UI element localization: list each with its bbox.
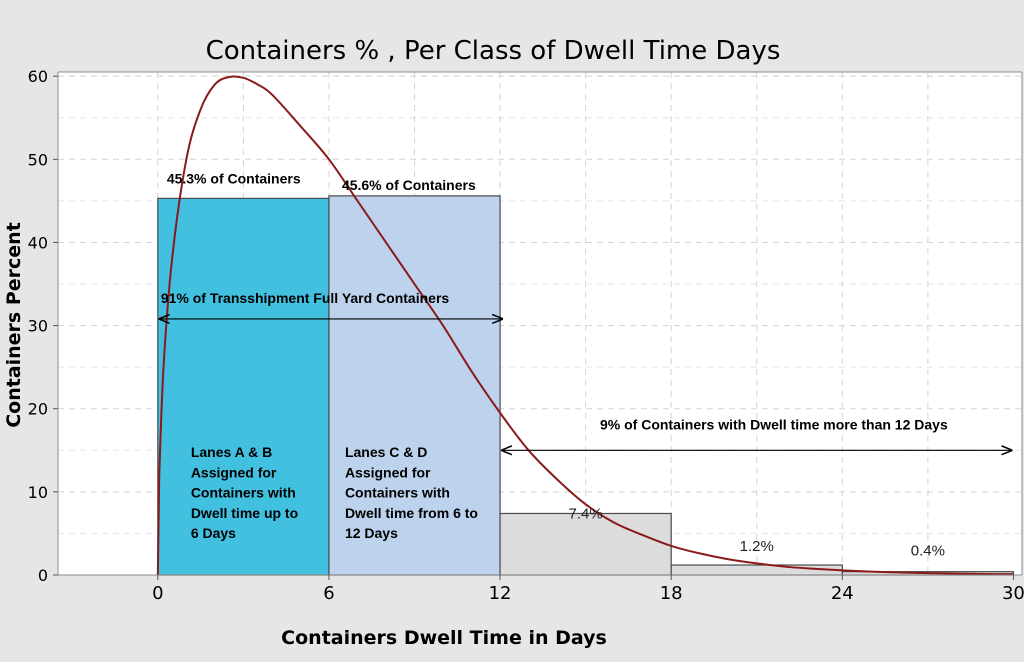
- bar-label-0: 45.3% of Containers: [167, 170, 301, 186]
- x-tick-label: 18: [660, 583, 683, 604]
- y-tick-label: 10: [28, 483, 48, 502]
- x-axis-label: Containers Dwell Time in Days: [281, 627, 607, 649]
- lanes-ab-note-line: Dwell time up to: [191, 505, 298, 521]
- span-label-91: 91% of Transshipment Full Yard Container…: [161, 290, 450, 306]
- lanes-cd-note-line: Assigned for: [345, 464, 431, 480]
- x-tick-label: 24: [831, 583, 854, 604]
- histogram-bars: [157, 195, 1015, 576]
- bar-3: [670, 564, 843, 576]
- bar-label-3: 1.2%: [740, 538, 774, 555]
- chart-title: Containers % , Per Class of Dwell Time D…: [206, 36, 781, 66]
- span-label-9: 9% of Containers with Dwell time more th…: [600, 416, 948, 432]
- y-tick-label: 0: [38, 566, 48, 585]
- lanes-cd-note-line: 12 Days: [345, 525, 398, 541]
- lanes-ab-note-line: Containers with: [191, 485, 296, 501]
- axes: 0 10 20 30 40 50 60 0 6 12 18 24 30: [28, 67, 1024, 604]
- lanes-ab-note-line: Lanes A & B: [191, 444, 272, 460]
- bar-label-2: 7.4%: [569, 505, 603, 522]
- lanes-cd-note-line: Dwell time from 6 to: [345, 505, 478, 521]
- x-tick-label: 6: [323, 583, 334, 604]
- bar-label-4: 0.4%: [911, 543, 945, 560]
- annotations: 45.3% of Containers 45.6% of Containers 7.…: [160, 170, 1012, 560]
- lanes-cd-note-line: Containers with: [345, 485, 450, 501]
- x-tick-label: 30: [1002, 583, 1024, 604]
- lanes-ab-note-line: Assigned for: [191, 464, 277, 480]
- lanes-ab-note: Lanes A & B Assigned for Containers with Dw…: [191, 444, 298, 541]
- y-tick-label: 50: [28, 150, 48, 169]
- lanes-cd-note-line: Lanes C & D: [345, 444, 427, 460]
- y-tick-label: 20: [28, 400, 48, 419]
- y-tick-label: 60: [28, 67, 48, 86]
- fit-curve-layer: [156, 75, 1014, 576]
- fit-curve: [156, 75, 1014, 576]
- bar-2: [499, 512, 672, 576]
- lanes-cd-note: Lanes C & D Assigned for Containers with Dw…: [345, 444, 478, 541]
- bar-label-1: 45.6% of Containers: [342, 177, 476, 193]
- x-tick-label: 12: [489, 583, 512, 604]
- x-tick-label: 0: [152, 583, 163, 604]
- lanes-ab-note-line: 6 Days: [191, 525, 236, 541]
- y-tick-label: 30: [28, 317, 48, 336]
- y-tick-label: 40: [28, 233, 48, 252]
- bar-0: [157, 197, 330, 576]
- y-axis-label: Containers Percent: [3, 222, 25, 428]
